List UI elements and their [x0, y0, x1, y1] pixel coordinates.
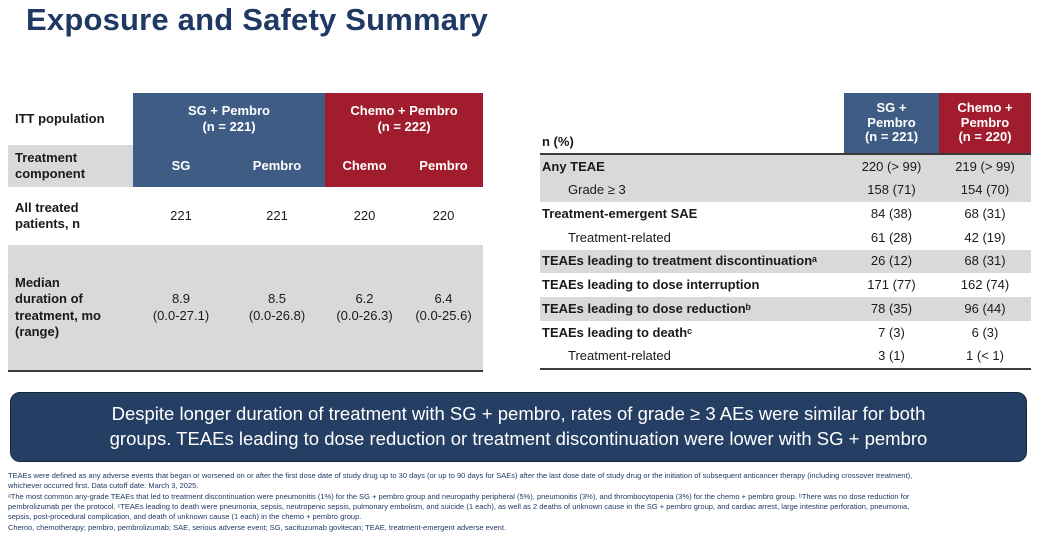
safety-value-sg: 158 (71)	[844, 178, 939, 203]
exposure-value: 221	[266, 207, 288, 223]
safety-value-chemo: 42 (19)	[964, 229, 1006, 245]
exposure-row-label-treated: All treated patients, n	[15, 199, 81, 231]
exposure-value: 6.4 (0.0-25.6)	[404, 245, 483, 370]
safety-value-chemo: 68 (31)	[964, 206, 1006, 222]
exposure-row-label-duration: Median duration of treatment, mo (range)	[8, 245, 133, 370]
footnote-line: ᵃThe most common any-grade TEAEs that le…	[8, 491, 910, 501]
safety-row-label: TEAEs leading to dose reductionᵇ	[540, 297, 844, 321]
exposure-value: 221	[170, 207, 192, 223]
safety-value-chemo: 68 (31)	[939, 249, 1031, 274]
exposure-value: 220	[432, 207, 455, 223]
exposure-col-header-pembro1: Pembro	[229, 145, 325, 187]
safety-value-chemo: 219 (> 99)	[939, 155, 1031, 179]
exposure-value: 6.2 (0.0-26.3)	[325, 245, 404, 370]
safety-col-header-sg-pembro: SG + Pembro (n = 221)	[844, 93, 939, 155]
safety-row-label: Treatment-related	[568, 348, 671, 364]
exposure-value: 8.5 (0.0-26.8)	[229, 245, 325, 370]
exposure-group-header-sg-pembro: SG + Pembro (n = 221)	[133, 93, 325, 145]
safety-value-chemo: 154 (70)	[939, 178, 1031, 203]
safety-value-sg: 3 (1)	[878, 348, 905, 364]
exposure-group-header-chemo-pembro: Chemo + Pembro (n = 222)	[325, 93, 483, 145]
safety-row-label: Any TEAE	[540, 155, 844, 179]
safety-row-label: TEAEs leading to deathᶜ	[542, 324, 693, 340]
footnote-line: pembrolizumab per the protocol. ᶜTEAEs l…	[8, 502, 910, 512]
safety-value-sg: 220 (> 99)	[844, 155, 939, 179]
safety-row-label: Treatment-emergent SAE	[542, 206, 698, 222]
safety-row-label: Grade ≥ 3	[540, 178, 844, 203]
exposure-value: 8.9 (0.0-27.1)	[133, 245, 229, 370]
safety-row-label: Treatment-related	[568, 229, 671, 245]
safety-col-header-chemo-pembro: Chemo + Pembro (n = 220)	[939, 93, 1031, 155]
safety-value-sg: 61 (28)	[870, 229, 913, 245]
safety-value-chemo: 162 (74)	[960, 277, 1010, 293]
safety-value-chemo: 6 (3)	[971, 324, 999, 340]
safety-value-sg: 171 (77)	[867, 277, 916, 293]
summary-callout: Despite longer duration of treatment wit…	[10, 392, 1027, 463]
footnotes: TEAEs were defined as any adverse events…	[8, 471, 1035, 533]
safety-value-sg: 7 (3)	[878, 324, 905, 340]
exposure-component-label: Treatment component	[8, 145, 133, 187]
safety-value-chemo: 96 (44)	[939, 297, 1031, 321]
safety-value-chemo: 1 (< 1)	[966, 348, 1004, 364]
exposure-col-header-sg: SG	[133, 145, 229, 187]
safety-value-sg: 78 (35)	[844, 297, 939, 321]
exposure-col-header-pembro2: Pembro	[404, 145, 483, 187]
page-title: Exposure and Safety Summary	[26, 2, 488, 37]
safety-value-sg: 26 (12)	[844, 249, 939, 274]
safety-row-label: TEAEs leading to treatment discontinuati…	[540, 249, 844, 274]
footnote-line: whichever occurred first. Data cutoff da…	[8, 481, 199, 491]
footnote-abbreviations: Chemo, chemotherapy; pembro, pembrolizum…	[8, 522, 507, 532]
footnote-line: sepsis, post-procedural complication, an…	[8, 512, 362, 522]
safety-value-sg: 84 (38)	[870, 206, 913, 222]
safety-table: n (%) SG + Pembro (n = 221) Chemo + Pemb…	[540, 93, 1031, 371]
footnote-line: TEAEs were defined as any adverse events…	[8, 471, 913, 480]
safety-row-label: TEAEs leading to dose interruption	[542, 277, 760, 293]
exposure-value: 220	[353, 207, 376, 223]
exposure-col-header-chemo: Chemo	[325, 145, 404, 187]
exposure-table: ITT population SG + Pembro (n = 221) Che…	[8, 93, 483, 372]
exposure-corner-label: ITT population	[15, 110, 105, 126]
safety-corner-label: n (%)	[540, 93, 844, 155]
